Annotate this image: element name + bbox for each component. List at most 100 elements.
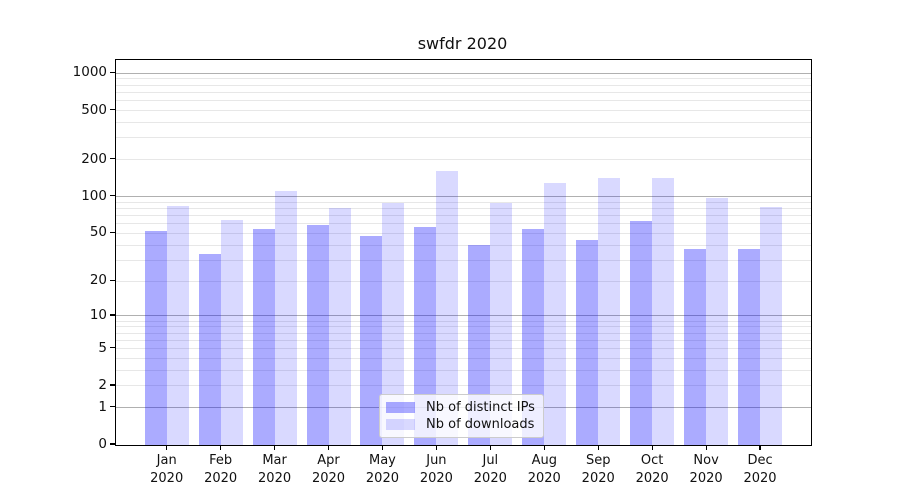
bar-distinct-ips-jan bbox=[144, 231, 167, 445]
bar-distinct-ips-jun bbox=[414, 227, 437, 445]
y-tick-mark bbox=[110, 314, 115, 316]
x-tick-mark bbox=[543, 445, 545, 450]
bar-downloads-jul bbox=[490, 203, 513, 445]
legend-swatch-distinct-ips bbox=[386, 402, 415, 413]
y-tick-mark bbox=[110, 384, 115, 386]
bar-distinct-ips-feb bbox=[198, 253, 221, 445]
y-tick-mark bbox=[110, 346, 115, 349]
y-tick-label: 0 bbox=[98, 436, 107, 452]
y-tick-label: 200 bbox=[81, 150, 107, 167]
x-tick-mark bbox=[327, 445, 330, 450]
gridline-minor bbox=[116, 208, 811, 210]
legend-label-downloads: Nb of downloads bbox=[426, 417, 535, 432]
x-tick-label: Feb 2020 bbox=[204, 453, 238, 486]
gridline-minor bbox=[116, 244, 811, 246]
legend-row-distinct-ips: Nb of distinct IPs bbox=[386, 399, 535, 416]
bar-downloads-feb bbox=[220, 220, 243, 445]
y-tick-mark bbox=[110, 158, 115, 160]
x-tick-mark bbox=[381, 445, 384, 450]
y-tick-mark bbox=[110, 231, 115, 234]
x-tick-mark bbox=[435, 445, 438, 450]
y-tick-mark bbox=[110, 108, 115, 111]
gridline-minor bbox=[116, 385, 811, 387]
x-tick-label: Nov 2020 bbox=[689, 453, 723, 486]
y-tick-label: 20 bbox=[89, 272, 107, 289]
gridline-major bbox=[116, 72, 811, 74]
x-tick-mark bbox=[651, 445, 653, 450]
x-tick-label: Apr 2020 bbox=[311, 453, 346, 486]
bar-distinct-ips-nov bbox=[684, 249, 707, 445]
y-tick-label: 500 bbox=[81, 101, 107, 118]
x-tick-label: Oct 2020 bbox=[635, 453, 669, 486]
y-tick-mark bbox=[110, 71, 115, 73]
gridline-minor bbox=[116, 339, 811, 341]
bar-distinct-ips-oct bbox=[630, 221, 653, 445]
x-tick-mark bbox=[705, 445, 707, 450]
gridline-minor bbox=[116, 121, 811, 123]
x-tick-label: Dec 2020 bbox=[743, 453, 777, 486]
y-tick-mark bbox=[110, 279, 115, 281]
bar-downloads-aug bbox=[544, 183, 567, 445]
x-tick-mark bbox=[489, 445, 492, 450]
legend-swatch-downloads bbox=[386, 419, 415, 430]
gridline-minor bbox=[116, 357, 811, 359]
x-tick-mark bbox=[759, 445, 761, 450]
bar-downloads-oct bbox=[652, 177, 675, 445]
gridline-minor bbox=[116, 332, 811, 334]
gridline-minor bbox=[116, 78, 811, 80]
gridline-minor bbox=[116, 369, 811, 371]
gridline-minor bbox=[116, 215, 811, 217]
x-tick-label: Jan 2020 bbox=[150, 453, 184, 486]
gridline-minor bbox=[116, 280, 811, 282]
x-tick-label: Sep 2020 bbox=[581, 453, 615, 486]
bar-distinct-ips-aug bbox=[522, 229, 545, 445]
gridline-minor bbox=[116, 259, 811, 261]
gridline-minor bbox=[116, 223, 811, 225]
gridline-minor bbox=[116, 110, 811, 111]
x-tick-label: Mar 2020 bbox=[258, 453, 292, 486]
bar-distinct-ips-may bbox=[360, 235, 383, 445]
x-tick-mark bbox=[597, 445, 599, 450]
legend: Nb of distinct IPs Nb of downloads bbox=[379, 394, 544, 438]
bar-distinct-ips-dec bbox=[738, 249, 761, 445]
bar-downloads-jun bbox=[436, 170, 459, 445]
gridline-major bbox=[116, 315, 811, 317]
y-tick-label: 1 bbox=[98, 398, 107, 415]
gridline-major bbox=[116, 196, 811, 198]
legend-row-downloads: Nb of downloads bbox=[386, 416, 535, 433]
legend-label-distinct-ips: Nb of distinct IPs bbox=[426, 400, 535, 415]
x-tick-label: Aug 2020 bbox=[527, 453, 561, 486]
x-tick-label: May 2020 bbox=[365, 453, 399, 486]
x-tick-mark bbox=[273, 445, 276, 450]
bar-downloads-apr bbox=[328, 207, 351, 445]
bar-downloads-mar bbox=[274, 190, 297, 445]
bar-downloads-may bbox=[382, 202, 405, 445]
gridline-minor bbox=[116, 137, 811, 139]
plot-area: Nb of distinct IPs Nb of downloads bbox=[115, 59, 812, 446]
y-tick-label: 1000 bbox=[72, 64, 107, 81]
y-tick-label: 100 bbox=[81, 187, 107, 204]
bar-downloads-dec bbox=[760, 207, 783, 445]
bar-distinct-ips-sep bbox=[576, 240, 599, 445]
x-tick-mark bbox=[166, 445, 168, 450]
y-tick-mark bbox=[110, 443, 115, 445]
chart-title: swfdr 2020 bbox=[417, 34, 508, 53]
x-tick-mark bbox=[220, 445, 222, 450]
gridline-minor bbox=[116, 91, 811, 93]
y-tick-label: 50 bbox=[89, 224, 107, 241]
bar-distinct-ips-mar bbox=[252, 229, 275, 445]
gridline-minor bbox=[116, 201, 811, 203]
gridline-minor bbox=[116, 232, 811, 234]
bar-downloads-nov bbox=[706, 198, 729, 445]
x-tick-label: Jul 2020 bbox=[473, 453, 507, 486]
y-tick-label: 10 bbox=[89, 306, 107, 323]
y-tick-mark bbox=[110, 195, 115, 197]
gridline-minor bbox=[116, 159, 811, 161]
gridline-minor bbox=[116, 320, 811, 322]
bar-downloads-jan bbox=[166, 205, 189, 445]
gridline-minor bbox=[116, 348, 811, 350]
gridline-minor bbox=[116, 100, 811, 102]
y-tick-mark bbox=[110, 406, 115, 408]
x-tick-label: Jun 2020 bbox=[419, 453, 453, 486]
